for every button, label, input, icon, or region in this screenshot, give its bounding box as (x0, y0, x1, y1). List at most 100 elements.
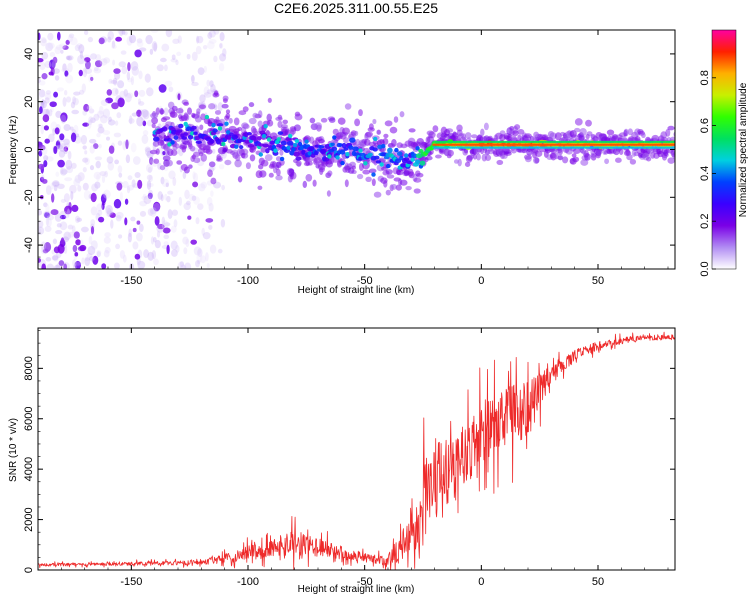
spectrogram-cell (193, 246, 202, 256)
spectrogram-cell (195, 140, 203, 144)
spectrogram-cell (413, 177, 422, 183)
spectrogram-cell (93, 113, 100, 121)
spectrogram-cell (88, 108, 95, 114)
spectrogram-cell (161, 178, 170, 188)
spectrogram-cell (127, 77, 133, 83)
spectrogram-cell (84, 57, 91, 63)
spectrogram-cell (456, 129, 463, 137)
spectrogram-cell (197, 259, 201, 265)
spectrogram-cell (216, 123, 224, 127)
spectrogram-cell (184, 189, 190, 200)
spectrogram-cell (50, 209, 59, 216)
spectrogram-cell (663, 149, 669, 157)
spectrogram-cell (363, 161, 368, 166)
spectrogram-cell (168, 170, 176, 180)
spectrogram-cell (78, 44, 85, 54)
spectrogram-cell (344, 103, 352, 110)
spectrogram-cell (64, 214, 70, 219)
spectrogram-cell (273, 148, 278, 153)
spectrogram-cell (67, 224, 74, 230)
spectrogram-cell (60, 167, 67, 176)
spectrogram-cell (109, 212, 116, 218)
spectrogram-cell (257, 185, 263, 190)
spectrogram-cell (199, 255, 207, 264)
spectrogram-cell (190, 75, 195, 82)
spectrogram-cell (73, 231, 80, 239)
spectrogram-cell (394, 147, 399, 153)
spectrogram-cell (76, 217, 82, 222)
spectrogram-cell (50, 182, 54, 190)
spectrogram-axes: -150 -100 -50 0 50 -40 -20 0 20 40 (23, 29, 675, 287)
spectrogram-cell (335, 155, 340, 160)
spectrogram-cell (208, 103, 216, 110)
spectrogram-cell (128, 118, 135, 124)
spectrogram-cell (385, 169, 393, 175)
spectrogram-cell (319, 148, 326, 154)
spectrogram-cell (55, 44, 64, 51)
spectrogram-cell (197, 203, 204, 210)
spectrogram-cell (89, 138, 97, 144)
spectrogram-cell (73, 178, 81, 187)
spectrogram-cell (136, 40, 144, 48)
spectrogram-cell (67, 34, 74, 43)
spectrogram-cell (54, 212, 63, 222)
spectrogram-cell (114, 71, 121, 80)
spectrogram-cell (78, 89, 85, 95)
spectrogram-cell (384, 120, 393, 127)
spectrogram-cell (328, 117, 336, 123)
spectrogram-cell (163, 222, 171, 227)
spectrogram-cell (105, 97, 114, 104)
spectrogram-cell (386, 174, 395, 179)
spectrogram-cell (626, 154, 633, 161)
spectrogram-cell (557, 154, 564, 161)
spectrogram-cell (90, 219, 96, 227)
snr-xlabel: Height of straight line (km) (298, 584, 415, 595)
spectrogram-cell (50, 107, 54, 113)
spectrogram-cell (374, 155, 380, 160)
spectrogram-cell (471, 134, 478, 139)
spectrogram-cell (38, 150, 43, 157)
spectrogram-cell (195, 217, 200, 225)
spectrogram-cell (264, 154, 273, 162)
spectrogram-cell (234, 159, 242, 168)
spectrogram-cell (41, 51, 49, 60)
spectrogram-cell (96, 132, 101, 138)
spectrogram-cell (150, 207, 157, 215)
spectrogram-cell (60, 114, 67, 124)
spectrogram-cell (41, 98, 45, 108)
spectrogram-cell (130, 216, 136, 222)
spectrogram-cell (65, 74, 74, 84)
spectrogram-cell (399, 179, 408, 186)
spectrogram-cell (178, 196, 183, 206)
spectrogram-cell (81, 83, 86, 93)
spectrogram-cell (317, 138, 326, 144)
spectrogram-cell (292, 143, 298, 148)
spectrogram-cell (38, 32, 41, 41)
spectrogram-cell (483, 122, 489, 131)
spectrogram-cell (98, 216, 105, 223)
spectrogram-cell (257, 120, 263, 128)
spectrogram-cell (78, 69, 83, 77)
spectrogram-cell (574, 127, 581, 133)
spectrogram-cell (108, 145, 115, 154)
spectrogram-cell (46, 156, 54, 162)
spectrogram-cell (38, 220, 44, 228)
spectrogram-cell (484, 154, 492, 161)
spectrogram-cell (166, 138, 173, 142)
spectrogram-cell (170, 140, 175, 145)
spectrogram-cell (88, 256, 95, 262)
spectrogram-cell (39, 61, 46, 71)
spectrogram-cell (103, 236, 111, 244)
spectrogram-cell (345, 152, 350, 157)
spectrogram-cell (293, 124, 301, 132)
spectrogram-cell (126, 184, 134, 191)
spectrogram-cell (65, 159, 73, 170)
spectrogram-cell (81, 257, 85, 265)
spectrogram-cell (72, 97, 79, 106)
spectrogram-cell (625, 148, 630, 156)
spectrogram-cell (153, 201, 161, 212)
spectrogram-cell (146, 119, 153, 127)
spectrogram-cell (195, 111, 201, 117)
spectrogram-cell (64, 205, 72, 215)
spectrogram-cell (167, 190, 174, 195)
